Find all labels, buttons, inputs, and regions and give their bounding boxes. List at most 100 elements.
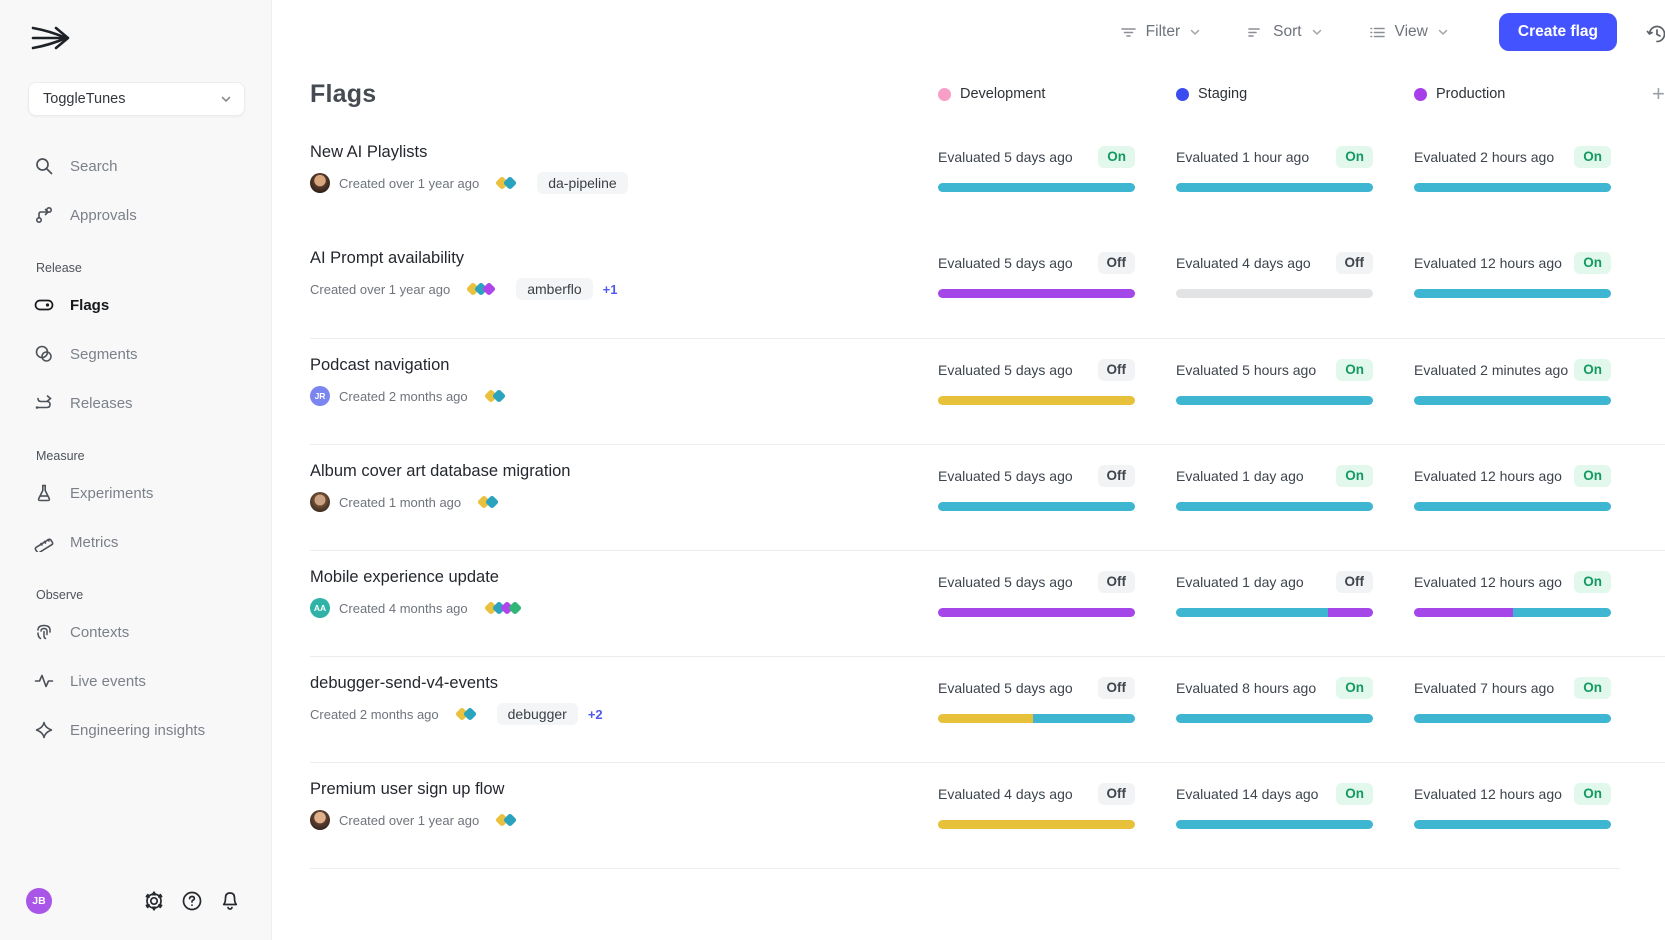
view-dropdown[interactable]: View [1369,23,1449,41]
chevron-down-icon [1190,29,1200,36]
tag-pill[interactable]: debugger [496,703,578,725]
flag-state-toggle[interactable]: On [1574,252,1611,274]
flag-state-toggle[interactable]: On [1574,146,1611,168]
project-selector[interactable]: ToggleTunes [28,82,245,116]
env-cell: Evaluated 5 days ago On [938,141,1176,232]
flag-info: Premium user sign up flow Created over 1 … [310,778,938,868]
flag-state-toggle[interactable]: Off [1097,359,1135,381]
env-cell-status: Evaluated 5 days ago Off [938,463,1135,489]
flag-name[interactable]: debugger-send-v4-events [310,674,499,692]
env-cell: Evaluated 12 hours ago On [1414,247,1652,338]
settings-gear-icon[interactable] [143,890,165,912]
env-cell: Evaluated 5 days ago Off [938,566,1176,656]
evaluated-label: Evaluated 12 hours ago [1414,255,1562,271]
created-label: Created 2 months ago [339,388,468,404]
flag-info: Album cover art database migration Create… [310,460,938,550]
flag-state-toggle[interactable]: Off [1097,783,1135,805]
sidebar-item-segments[interactable]: Segments [0,334,271,374]
flag-state-toggle[interactable]: On [1574,571,1611,593]
flag-name[interactable]: New AI Playlists [310,143,428,161]
tag-more-count[interactable]: +2 [587,706,603,722]
flag-state-toggle[interactable]: On [1574,783,1611,805]
evaluated-label: Evaluated 4 days ago [1176,255,1311,271]
flag-state-toggle[interactable]: On [1098,146,1135,168]
sidebar-item-contexts[interactable]: Contexts [0,612,271,652]
created-label: Created 4 months ago [339,600,468,616]
variation-diamond-icon [482,281,497,297]
flag-row[interactable]: Premium user sign up flow Created over 1 … [310,762,1665,868]
sidebar-item-flags[interactable]: Flags [0,285,271,325]
flag-state-toggle[interactable]: On [1574,359,1611,381]
sidebar-item-experiments[interactable]: Experiments [0,473,271,513]
flag-state-toggle[interactable]: On [1336,359,1373,381]
flag-state-toggle[interactable]: On [1574,677,1611,699]
sidebar-item-search[interactable]: Search [0,146,271,186]
flag-row[interactable]: Podcast navigation JR Created 2 months ago… [310,338,1665,444]
env-cell-status: Evaluated 12 hours ago On [1414,569,1611,595]
rollout-segment [1176,396,1373,405]
rollout-bar [1414,183,1611,192]
flag-row[interactable]: debugger-send-v4-events Created 2 months … [310,656,1665,762]
evaluated-label: Evaluated 5 days ago [938,680,1073,696]
flag-state-toggle[interactable]: Off [1097,571,1135,593]
flag-state-toggle[interactable]: Off [1097,677,1135,699]
sidebar-item-metrics[interactable]: Metrics [0,522,271,562]
flag-row[interactable]: Mobile experience update AA Created 4 mont… [310,550,1665,656]
create-flag-button[interactable]: Create flag [1498,13,1617,51]
tag-pill[interactable]: da-pipeline [537,172,628,194]
sidebar-item-releases[interactable]: Releases [0,383,271,423]
tag-pill[interactable]: amberflo [516,278,593,300]
creator-avatar [310,492,330,512]
flag-state-toggle[interactable]: Off [1097,252,1135,274]
env-header-staging[interactable]: Staging [1176,86,1414,102]
help-icon[interactable] [181,890,203,912]
sort-icon [1248,27,1260,37]
flag-name[interactable]: Podcast navigation [310,356,450,374]
flag-info: New AI Playlists Created over 1 year ago d… [310,141,938,232]
env-header-development[interactable]: Development [938,86,1176,102]
env-cell: Evaluated 7 hours ago On [1414,672,1652,762]
tag-more-count[interactable]: +1 [602,281,618,297]
flag-name[interactable]: Mobile experience update [310,568,499,586]
rollout-bar [1414,820,1611,829]
rollout-bar [1176,608,1373,617]
flag-state-toggle[interactable]: On [1336,783,1373,805]
creator-avatar [310,810,330,830]
ruler-icon [34,532,54,552]
flag-row[interactable]: AI Prompt availability Created over 1 yea… [310,232,1665,338]
evaluated-label: Evaluated 1 day ago [1176,574,1304,590]
evaluated-label: Evaluated 5 hours ago [1176,362,1317,378]
flag-state-toggle[interactable]: On [1336,677,1373,699]
history-icon[interactable] [1645,22,1665,46]
flag-state-toggle[interactable]: On [1574,465,1611,487]
row-spacer [1652,460,1665,550]
flag-state-toggle[interactable]: On [1336,146,1373,168]
sort-dropdown[interactable]: Sort [1247,23,1322,41]
rollout-segment [938,608,1135,617]
flag-name[interactable]: Album cover art database migration [310,462,571,480]
notifications-bell-icon[interactable] [219,890,241,912]
flag-state-toggle[interactable]: Off [1097,465,1135,487]
flag-name[interactable]: Premium user sign up flow [310,780,505,798]
add-environment-button[interactable]: + [1652,81,1665,106]
flag-state-toggle[interactable]: On [1336,465,1373,487]
chevron-down-icon [1438,29,1448,36]
env-header-production[interactable]: Production [1414,86,1652,102]
flag-state-toggle[interactable]: Off [1335,252,1373,274]
evaluated-label: Evaluated 5 days ago [938,574,1073,590]
sidebar-item-engineering-insights[interactable]: Engineering insights [0,710,271,750]
variation-diamonds [495,812,518,828]
toolbar: Filter Sort View Create flag [310,0,1665,64]
rollout-segment [1327,608,1373,617]
flag-state-toggle[interactable]: Off [1335,571,1373,593]
flag-row[interactable]: Album cover art database migration Create… [310,444,1665,550]
flag-row[interactable]: New AI Playlists Created over 1 year ago d… [310,126,1665,232]
flag-name[interactable]: AI Prompt availability [310,249,465,267]
sidebar-item-approvals[interactable]: Approvals [0,195,271,235]
sidebar-item-live-events[interactable]: Live events [0,661,271,701]
rollout-bar [938,714,1135,723]
env-cell-status: Evaluated 4 days ago Off [1176,250,1373,276]
env-cell-status: Evaluated 1 day ago On [1176,463,1373,489]
user-avatar[interactable]: JB [26,888,52,914]
filter-dropdown[interactable]: Filter [1120,23,1201,41]
